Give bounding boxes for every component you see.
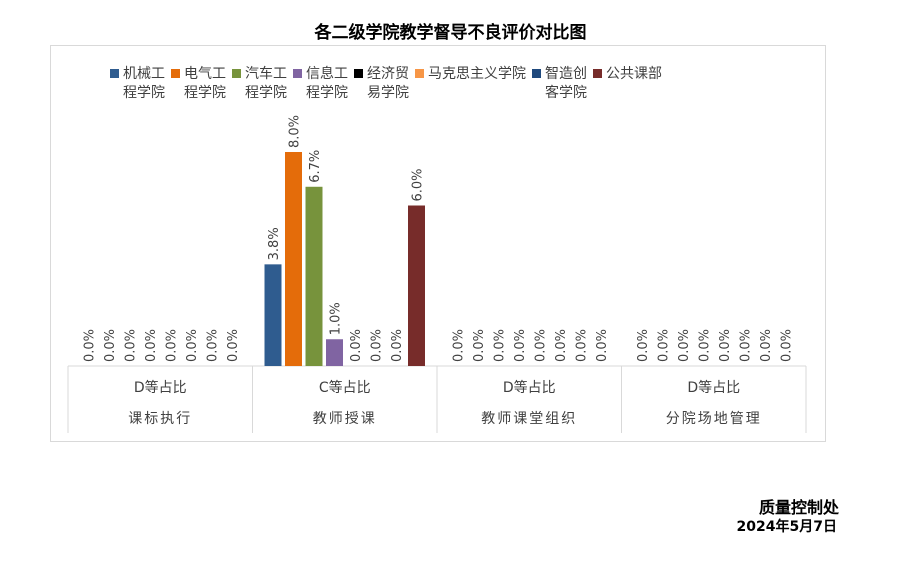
data-label: 0.0%: [554, 329, 569, 362]
category-metric-label: D等占比: [687, 379, 740, 396]
legend-label: 马克思主义学院: [428, 66, 526, 82]
legend-item: 智造创 客学院: [532, 65, 587, 103]
data-label: 0.0%: [677, 329, 692, 362]
category-metric-label: D等占比: [134, 379, 187, 396]
legend-label: 机械工 程学院: [123, 66, 165, 101]
legend-item: 公共课部: [593, 65, 662, 103]
data-label: 0.0%: [493, 329, 508, 362]
data-label: 0.0%: [185, 329, 200, 362]
data-label: 0.0%: [370, 329, 385, 362]
data-label: 3.8%: [267, 227, 282, 260]
legend: 机械工 程学院 电气工 程学院 汽车工 程学院 信息工 程学院 经济贸 易学院 马克思主义学院 智造…: [110, 65, 668, 103]
bar: [305, 186, 323, 366]
legend-item: 经济贸 易学院: [354, 65, 409, 103]
data-label: 0.0%: [390, 329, 405, 362]
category-area-label: 教师授课: [313, 411, 377, 427]
category-metric-label: C等占比: [319, 379, 371, 396]
data-label: 0.0%: [718, 329, 733, 362]
legend-label: 公共课部: [606, 66, 662, 82]
legend-item: 机械工 程学院: [110, 65, 165, 103]
category-area-label: 课标执行: [128, 411, 192, 427]
legend-swatch: [232, 69, 241, 78]
bar: [408, 205, 425, 366]
data-label: 0.0%: [575, 329, 590, 362]
data-label: 0.0%: [657, 329, 672, 362]
legend-swatch: [593, 69, 602, 78]
legend-swatch: [415, 69, 424, 78]
legend-swatch: [110, 69, 119, 78]
data-label: 0.0%: [83, 329, 98, 362]
footer-date: 2024年5月7日: [736, 519, 837, 535]
legend-swatch: [293, 69, 302, 78]
legend-item: 电气工 程学院: [171, 65, 226, 103]
data-label: 0.0%: [534, 329, 549, 362]
bar: [264, 264, 282, 366]
data-label: 0.0%: [472, 329, 487, 362]
data-label: 0.0%: [206, 329, 221, 362]
legend-swatch: [171, 69, 180, 78]
bar: [326, 339, 343, 366]
data-label: 0.0%: [780, 329, 795, 362]
chart-frame: [50, 45, 826, 442]
data-label: 1.0%: [329, 302, 344, 335]
category-metric-label: D等占比: [503, 379, 556, 396]
category-area-label: 教师课堂组织: [481, 411, 577, 427]
legend-label: 经济贸 易学院: [367, 66, 409, 101]
data-label: 0.0%: [452, 329, 467, 362]
data-label: 0.0%: [513, 329, 528, 362]
bar: [285, 152, 302, 366]
legend-label: 汽车工 程学院: [245, 66, 287, 101]
data-label: 0.0%: [124, 329, 139, 362]
data-label: 0.0%: [636, 329, 651, 362]
legend-label: 智造创 客学院: [545, 66, 587, 101]
legend-item: 汽车工 程学院: [232, 65, 287, 103]
legend-label: 信息工 程学院: [306, 66, 348, 101]
legend-item: 马克思主义学院: [415, 65, 526, 103]
legend-swatch: [532, 69, 541, 78]
data-label: 0.0%: [759, 329, 774, 362]
data-label: 6.7%: [308, 150, 323, 183]
data-label: 0.0%: [226, 329, 241, 362]
legend-label: 电气工 程学院: [184, 66, 226, 101]
chart-title: 各二级学院教学督导不良评价对比图: [314, 23, 587, 43]
legend-item: 信息工 程学院: [293, 65, 348, 103]
data-label: 0.0%: [349, 329, 364, 362]
data-label: 6.0%: [411, 168, 426, 201]
footer-department: 质量控制处: [758, 498, 839, 517]
data-label: 8.0%: [288, 115, 303, 148]
data-label: 0.0%: [103, 329, 118, 362]
category-area-label: 分院场地管理: [666, 411, 762, 427]
data-label: 0.0%: [698, 329, 713, 362]
data-label: 0.0%: [144, 329, 159, 362]
data-label: 0.0%: [739, 329, 754, 362]
legend-swatch: [354, 69, 363, 78]
data-label: 0.0%: [165, 329, 180, 362]
data-label: 0.0%: [595, 329, 610, 362]
